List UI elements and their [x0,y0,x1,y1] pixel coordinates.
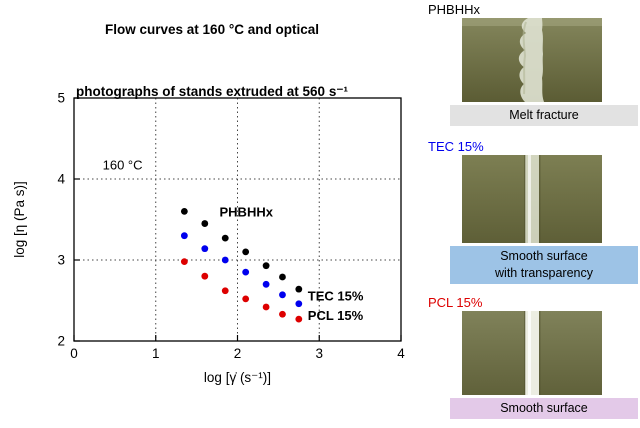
svg-text:1: 1 [152,346,160,361]
svg-text:4: 4 [57,172,65,187]
svg-text:log [η (Pa s)]: log [η (Pa s)] [12,181,27,258]
figure-title-line1: Flow curves at 160 °C and optical [105,22,319,37]
photo-label-tec15: TEC 15% [428,138,484,154]
svg-text:PCL 15%: PCL 15% [308,308,364,323]
svg-text:3: 3 [315,346,323,361]
svg-text:160 °C: 160 °C [103,157,143,172]
flow-curves-chart: 0 1 2 3 4 2 3 4 5 log [γ̇ (s⁻¹)] log [η (Pa s)] 160… [12,91,405,386]
photo-panel-pcl15: PCL 15% Smooth surface [424,295,640,419]
svg-text:0: 0 [70,346,78,361]
svg-text:3: 3 [57,253,65,268]
photo-caption-smooth-transparency: Smooth surface with transparency [450,245,638,284]
photo-label-pcl15: PCL 15% [428,294,483,310]
photo-tec15-strand [462,154,602,243]
photo-pcl15-strand [462,310,602,395]
photo-panel-tec15: TEC 15% Smooth surface with transparency [424,139,640,284]
figure-title: Flow curves at 160 °C and optical photog… [6,14,418,107]
svg-text:2: 2 [57,334,65,349]
smooth-transparent-strand-image [462,154,602,243]
photo-phbhhx-strand [462,18,602,102]
photo-caption-smooth-surface: Smooth surface [450,397,638,419]
svg-text:2: 2 [234,346,242,361]
svg-text:PHBHHx: PHBHHx [220,204,274,219]
svg-text:5: 5 [57,91,65,106]
svg-text:TEC 15%: TEC 15% [308,289,364,304]
photo-column: PHBHHx Melt fracture TEC 15% [424,0,640,428]
photo-label-phbhhx: PHBHHx [428,2,481,17]
svg-text:log [γ̇ (s⁻¹)]: log [γ̇ (s⁻¹)] [204,370,271,385]
smooth-strand-image [462,310,602,395]
photo-caption-melt-fracture: Melt fracture [450,105,638,126]
figure-title-line2: photographs of stands extruded at 560 s⁻… [76,84,348,100]
photo-panel-phbhhx: PHBHHx Melt fracture [424,2,640,126]
melt-fracture-strand-image [462,18,602,102]
svg-text:4: 4 [397,346,405,361]
